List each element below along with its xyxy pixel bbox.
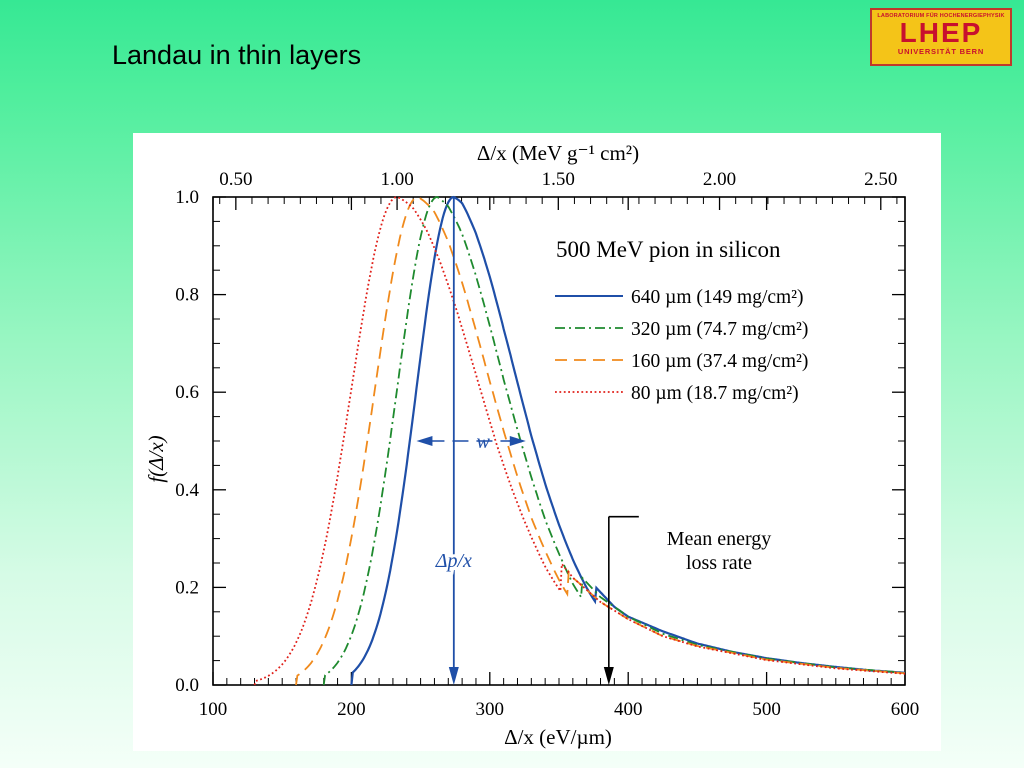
x2-tick-label: 2.50	[864, 169, 897, 190]
y-tick-label: 0.2	[175, 577, 199, 598]
x2-tick-label: 2.00	[703, 169, 736, 190]
mean-arrow-head	[603, 667, 614, 685]
x-tick-label: 600	[891, 699, 920, 720]
logo-name: LHEP	[899, 17, 983, 48]
width-label: w	[476, 431, 490, 453]
x-tick-label: 100	[199, 699, 228, 720]
x2-tick-label: 1.50	[542, 169, 575, 190]
plot-frame	[212, 196, 906, 686]
y-axis-label: f(Δ/x)	[144, 435, 168, 482]
legend-label-2: 320 µm (74.7 mg/cm²)	[631, 319, 808, 340]
x-tick-label: 300	[476, 699, 505, 720]
bottom-axis-label: Δ/x (eV/µm)	[504, 725, 612, 749]
x2-tick-label: 0.50	[219, 169, 252, 190]
landau-chart: 100 200 300 400 500 600 0.50 1.00 1.50 2.00 2.50 0.…	[144, 141, 920, 749]
y-tick-label: 0.0	[175, 675, 199, 696]
y-tick-label: 1.0	[175, 187, 199, 208]
x-tick-label: 500	[752, 699, 781, 720]
y-tick-label: 0.4	[175, 480, 199, 501]
top-axis-label: Δ/x (MeV g⁻¹ cm²)	[477, 141, 639, 165]
x2-tick-label: 1.00	[380, 169, 413, 190]
chart-title: 500 MeV pion in silicon	[556, 237, 781, 262]
y-tick-label: 0.8	[175, 285, 199, 306]
most-probable-label: Δp/x	[435, 550, 472, 572]
lhep-logo: LABORATORIUM FÜR HOCHENERGIEPHYSIK LHEP …	[870, 8, 1012, 66]
mean-label-line2: loss rate	[686, 552, 752, 574]
x-tick-label: 400	[614, 699, 643, 720]
series-curve-3	[295, 196, 906, 686]
chart-panel: 100 200 300 400 500 600 0.50 1.00 1.50 2.00 2.50 0.…	[133, 133, 941, 751]
most-probable-arrow-head	[448, 667, 459, 685]
legend-label-3: 160 µm (37.4 mg/cm²)	[631, 351, 808, 372]
series-curve-4	[253, 196, 906, 686]
logo-lab-text: LABORATORIUM FÜR HOCHENERGIEPHYSIK	[877, 13, 1005, 19]
width-arrow-left-head	[416, 436, 433, 446]
slide-title: Landau in thin layers	[112, 40, 362, 70]
logo-university: UNIVERSITÄT BERN	[897, 47, 985, 56]
legend-label-4: 80 µm (18.7 mg/cm²)	[631, 383, 799, 404]
legend-label-1: 640 µm (149 mg/cm²)	[631, 287, 804, 308]
width-arrow-right-head	[509, 436, 526, 446]
y-tick-label: 0.6	[175, 382, 199, 403]
mean-label-line1: Mean energy	[667, 528, 772, 550]
x-tick-label: 200	[337, 699, 366, 720]
